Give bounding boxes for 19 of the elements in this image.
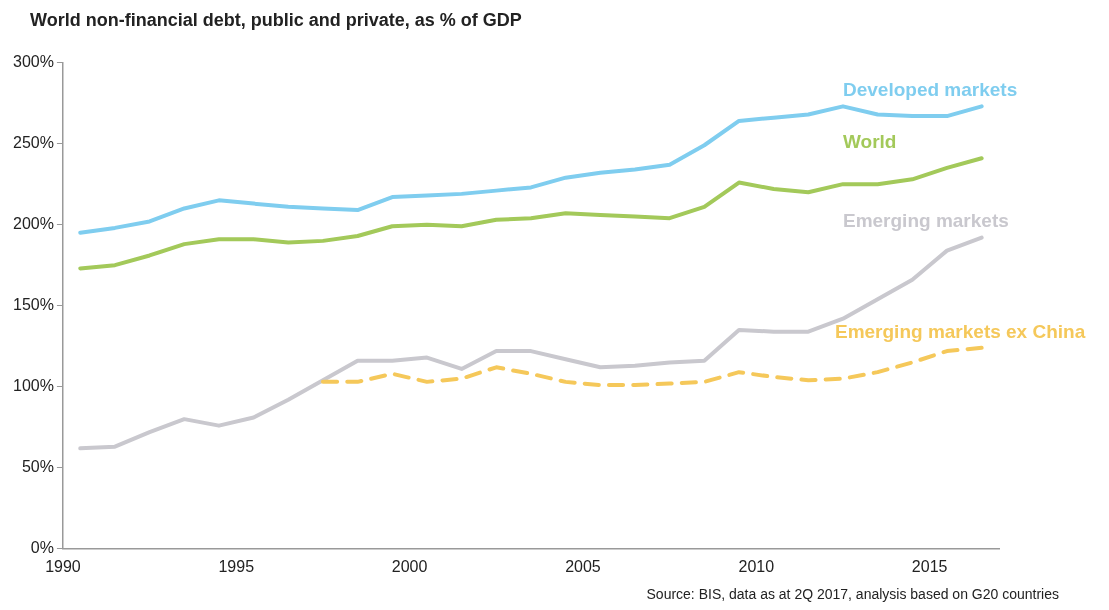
x-tick-label: 2000 bbox=[391, 557, 428, 575]
line-series bbox=[320, 345, 984, 388]
x-tick-label: 2010 bbox=[738, 557, 775, 575]
y-tick-label: 100% bbox=[13, 377, 54, 395]
y-tick-label: 300% bbox=[13, 53, 54, 71]
y-tick-label: 200% bbox=[13, 215, 54, 233]
source-note: Source: BIS, data as at 2Q 2017, analysis based on G20 countries bbox=[646, 586, 1059, 602]
x-tick-label: 2005 bbox=[565, 557, 601, 575]
y-tick-label: 250% bbox=[13, 134, 54, 152]
series-label: World bbox=[842, 130, 897, 152]
series-label: Developed markets bbox=[842, 79, 1018, 101]
x-tick-label: 1990 bbox=[45, 557, 81, 575]
x-tick-label: 2015 bbox=[911, 557, 948, 575]
y-tick-label: 50% bbox=[21, 458, 54, 476]
x-tick-label: 1995 bbox=[218, 557, 255, 575]
y-tick-label: 150% bbox=[13, 296, 54, 314]
chart-title: World non-financial debt, public and private, as % of GDP bbox=[30, 10, 522, 31]
y-tick-label: 0% bbox=[30, 539, 54, 557]
series-label: Emerging markets ex China bbox=[834, 320, 1086, 342]
